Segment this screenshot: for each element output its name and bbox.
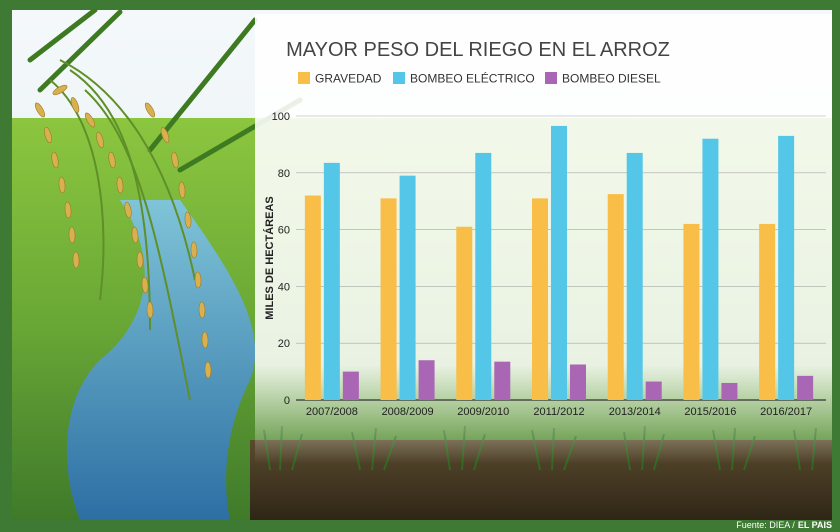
y-axis-ticks: 0 20 40 60 80 100 xyxy=(272,111,290,407)
bar xyxy=(626,152,643,400)
bar xyxy=(380,198,397,400)
bar xyxy=(494,361,511,400)
legend-swatch xyxy=(393,72,405,84)
legend-label: GRAVEDAD xyxy=(315,72,382,86)
bar xyxy=(721,382,738,400)
bar xyxy=(304,195,321,400)
y-tick-label: 60 xyxy=(278,225,290,237)
legend-swatch xyxy=(545,72,557,84)
legend-label: BOMBEO DIESEL xyxy=(562,72,661,86)
legend-label: BOMBEO ELÉCTRICO xyxy=(410,71,535,86)
bar xyxy=(702,138,719,400)
bar xyxy=(683,223,700,400)
x-tick-label: 2013/2014 xyxy=(609,406,661,418)
source-credit: Fuente: DIEA / EL PAIS xyxy=(736,520,832,530)
x-tick-label: 2011/2012 xyxy=(533,406,584,418)
bar xyxy=(645,381,662,400)
x-tick-label: 2008/2009 xyxy=(382,406,434,418)
bar xyxy=(570,364,586,400)
x-axis-ticks: 2007/2008 2008/2009 2009/2010 2011/2012 2013… xyxy=(306,406,812,418)
chart-title: MAYOR PESO DEL RIEGO EN EL ARROZ xyxy=(286,39,670,61)
bar xyxy=(607,194,624,400)
bar xyxy=(342,371,359,400)
x-tick-label: 2009/2010 xyxy=(457,406,509,418)
x-tick-label: 2016/2017 xyxy=(760,406,812,418)
y-tick-label: 20 xyxy=(278,338,290,350)
bar xyxy=(456,226,473,400)
bars xyxy=(304,125,814,400)
y-tick-label: 100 xyxy=(272,111,290,123)
rice-grains xyxy=(34,84,212,379)
source-brand: EL PAIS xyxy=(798,520,832,530)
y-tick-label: 40 xyxy=(278,281,290,293)
bar xyxy=(475,152,492,400)
bar xyxy=(418,360,435,400)
bar xyxy=(759,223,776,400)
legend-swatch xyxy=(298,72,310,84)
x-tick-label: 2015/2016 xyxy=(684,406,736,418)
source-prefix: Fuente: DIEA / xyxy=(736,520,795,530)
x-tick-label: 2007/2008 xyxy=(306,406,358,418)
bar xyxy=(323,162,340,400)
bar xyxy=(532,198,548,400)
y-tick-label: 80 xyxy=(278,168,290,180)
y-tick-label: 0 xyxy=(284,395,290,407)
legend: GRAVEDAD BOMBEO ELÉCTRICO BOMBEO DIESEL xyxy=(298,71,661,86)
bar xyxy=(551,125,567,400)
bar xyxy=(399,175,416,400)
bar xyxy=(778,135,795,400)
y-axis-label: MILES DE HECTÁREAS xyxy=(263,196,276,319)
bar xyxy=(797,375,814,400)
